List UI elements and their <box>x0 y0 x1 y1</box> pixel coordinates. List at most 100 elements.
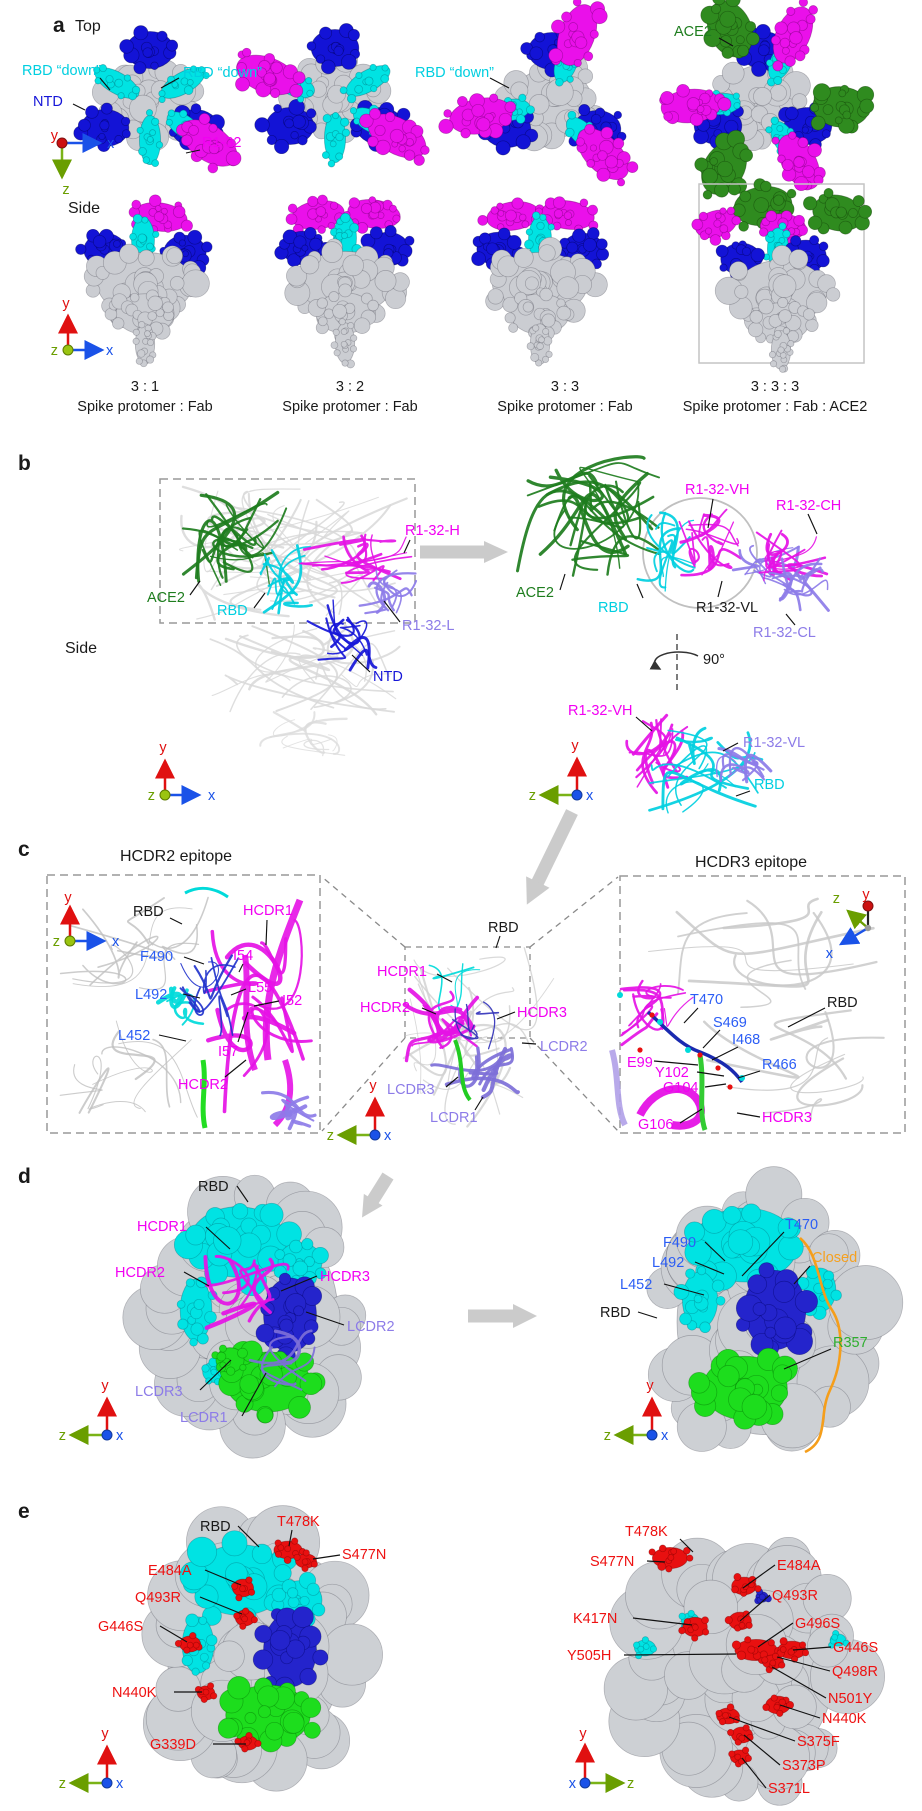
decorative-shape <box>648 897 878 1009</box>
decorative-shape <box>650 763 727 789</box>
axis-y-label: y <box>571 738 579 754</box>
label-r1-32-vl-rot: R1-32-VL <box>743 735 805 751</box>
decorative-shape <box>805 318 819 332</box>
decorative-shape <box>698 211 708 221</box>
decorative-shape <box>486 242 499 255</box>
decorative-shape <box>838 926 869 946</box>
decorative-shape <box>542 327 550 336</box>
decorative-shape <box>72 103 86 111</box>
decorative-shape <box>136 126 144 134</box>
spike-top-view-4 <box>659 0 875 200</box>
decorative-shape <box>239 1585 246 1593</box>
decorative-shape <box>210 1368 218 1376</box>
decorative-shape <box>747 1645 756 1654</box>
rbd-surface-left <box>122 1174 367 1459</box>
decorative-shape <box>100 102 113 115</box>
label-t478k-l: T478K <box>277 1514 320 1530</box>
decorative-shape <box>636 527 681 582</box>
decorative-shape <box>203 929 258 994</box>
decorative-shape <box>821 129 831 139</box>
label-r1-32-vl: R1-32-VL <box>696 600 758 616</box>
label-e99: E99 <box>627 1055 653 1071</box>
decorative-shape <box>182 993 201 999</box>
decorative-shape <box>219 1361 227 1369</box>
decorative-shape <box>198 1616 208 1626</box>
decorative-shape <box>303 739 330 757</box>
decorative-shape <box>725 0 741 8</box>
decorative-shape <box>146 242 154 251</box>
decorative-shape <box>360 292 373 305</box>
zoom-arrow-b <box>420 541 508 563</box>
decorative-shape <box>329 622 347 650</box>
decorative-shape <box>751 61 767 77</box>
decorative-shape <box>631 713 669 756</box>
decorative-shape <box>739 1594 771 1622</box>
label-rbd-c-right: RBD <box>827 995 858 1011</box>
decorative-shape <box>341 128 351 137</box>
label-rbd-c-left: RBD <box>133 904 164 920</box>
decorative-shape <box>769 360 778 368</box>
decorative-shape <box>375 572 417 612</box>
decorative-shape <box>704 1083 727 1088</box>
axis-x-label: x <box>569 1776 577 1792</box>
decorative-shape <box>728 1746 752 1768</box>
label-ntd-b: NTD <box>373 669 403 685</box>
decorative-shape <box>769 1018 830 1041</box>
decorative-shape <box>266 577 283 596</box>
decorative-shape <box>809 235 820 246</box>
decorative-shape <box>741 1394 768 1420</box>
decorative-shape <box>321 241 343 263</box>
decorative-shape <box>830 1289 842 1301</box>
decorative-shape <box>288 1529 293 1547</box>
axis-z-label: z <box>51 343 58 359</box>
decorative-shape <box>182 250 189 258</box>
decorative-shape <box>347 322 355 330</box>
decorative-shape <box>297 95 305 103</box>
decorative-shape <box>289 83 304 98</box>
decorative-shape <box>75 243 87 255</box>
decorative-shape <box>215 498 353 587</box>
decorative-shape <box>85 105 99 119</box>
panel-d-letter: d <box>18 1165 31 1188</box>
leader-lines-b <box>189 498 818 797</box>
decorative-shape <box>701 536 730 567</box>
decorative-shape <box>432 966 475 980</box>
label-rbd-d-left: RBD <box>198 1179 229 1195</box>
decorative-shape <box>531 809 578 887</box>
decorative-shape <box>328 291 340 303</box>
decorative-shape <box>617 992 623 998</box>
decorative-shape <box>484 541 508 563</box>
decorative-shape <box>146 136 154 143</box>
decorative-shape <box>573 481 642 571</box>
decorative-shape <box>532 211 541 220</box>
decorative-shape <box>709 234 722 246</box>
decorative-shape <box>119 243 140 264</box>
decorative-shape <box>858 204 873 219</box>
decorative-shape <box>259 711 316 747</box>
decorative-shape <box>288 98 305 116</box>
decorative-shape <box>326 628 401 665</box>
decorative-shape <box>339 86 348 95</box>
label-hcdr2-c: HCDR2 <box>178 1077 228 1093</box>
decorative-shape <box>738 1734 746 1742</box>
decorative-shape <box>247 1262 272 1323</box>
decorative-shape <box>810 115 826 131</box>
decorative-shape <box>646 1429 658 1441</box>
decorative-shape <box>392 214 401 223</box>
decorative-shape <box>231 1582 239 1590</box>
decorative-shape <box>776 1656 831 1672</box>
decorative-shape <box>203 490 229 573</box>
label-f490: F490 <box>140 949 173 965</box>
decorative-shape <box>767 1639 775 1647</box>
decorative-shape <box>497 210 505 217</box>
decorative-shape <box>846 909 869 930</box>
decorative-shape <box>169 276 185 291</box>
decorative-shape <box>182 1007 205 1025</box>
decorative-shape <box>688 1347 798 1430</box>
decorative-shape <box>571 789 583 801</box>
decorative-shape <box>138 321 146 329</box>
decorative-shape <box>92 1020 153 1085</box>
decorative-shape <box>475 1011 500 1015</box>
decorative-shape <box>737 1615 745 1623</box>
